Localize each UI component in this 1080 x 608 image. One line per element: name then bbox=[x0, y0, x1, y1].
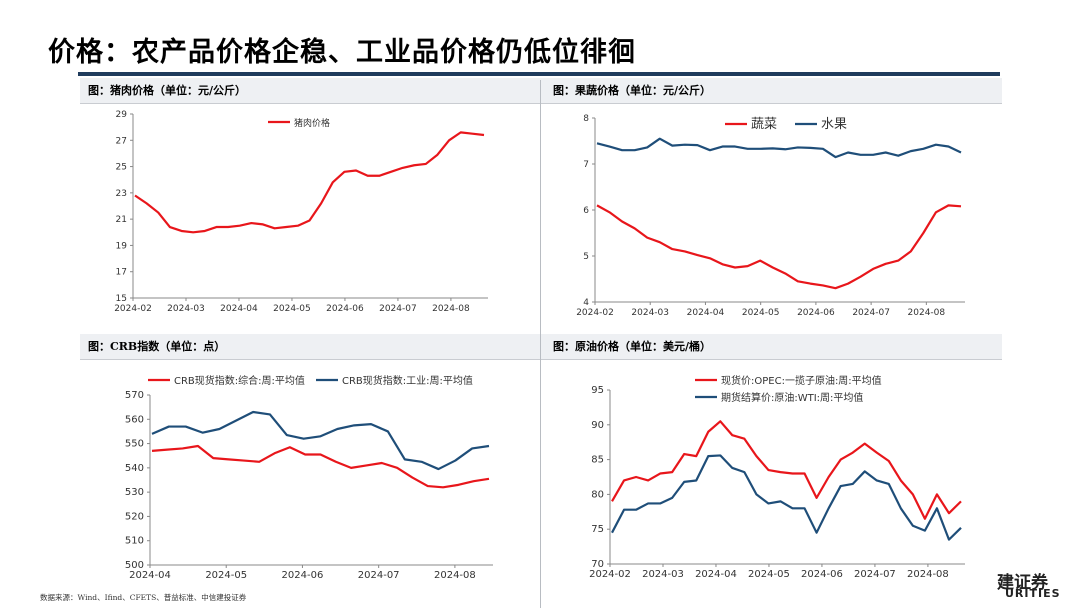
x-tick-label: 2024-06 bbox=[797, 308, 835, 318]
fruit-veg-price-chart: 4 5 6 7 8 2024-02 2024-03 2024-04 2024-05 2024-06… bbox=[555, 108, 975, 340]
legend-label: CRB现货指数:综合:周:平均值 bbox=[174, 374, 305, 387]
x-tick-label: 2024-06 bbox=[326, 304, 364, 314]
y-tick-label: 23 bbox=[116, 189, 127, 199]
legend-label: 水果 bbox=[821, 117, 847, 132]
legend-label: 蔬菜 bbox=[751, 117, 777, 132]
series-line-0 bbox=[151, 444, 490, 489]
fruit-veg-chart-header: 图：果蔬价格（单位：元/公斤） bbox=[553, 84, 712, 97]
crb-index-chart: 500 510 520 530 540 550 560 570 2024-04 2024-05 20… bbox=[88, 370, 508, 599]
y-tick-label: 520 bbox=[125, 511, 144, 522]
x-tick-label: 2024-05 bbox=[273, 304, 311, 314]
series-line-0 bbox=[596, 204, 962, 290]
x-tick-label: 2024-03 bbox=[642, 569, 684, 580]
chart-svg: 15 17 19 21 23 25 27 29 2024-02 2024-03 2024-04 202… bbox=[114, 110, 488, 314]
x-tick-label: 2024-07 bbox=[854, 569, 896, 580]
pork-price-chart: 15 17 19 21 23 25 27 29 2024-02 2024-03 2024-04 202… bbox=[88, 106, 498, 334]
series-line-0 bbox=[134, 131, 485, 234]
x-tick-label: 2024-04 bbox=[129, 570, 171, 581]
y-tick-label: 17 bbox=[116, 268, 127, 278]
x-tick-label: 2024-04 bbox=[695, 569, 737, 580]
y-tick-label: 15 bbox=[116, 294, 127, 304]
y-tick-label: 70 bbox=[591, 559, 604, 570]
x-tick-label: 2024-08 bbox=[907, 569, 949, 580]
y-tick-label: 6 bbox=[583, 206, 589, 216]
x-tick-label: 2024-05 bbox=[742, 308, 780, 318]
y-tick-label: 530 bbox=[125, 487, 144, 498]
x-tick-label: 2024-07 bbox=[852, 308, 890, 318]
legend-label: 现货价:OPEC:一揽子原油:周:平均值 bbox=[721, 374, 882, 387]
y-tick-label: 85 bbox=[591, 455, 604, 466]
x-tick-label: 2024-02 bbox=[576, 308, 614, 318]
y-tick-label: 75 bbox=[591, 524, 604, 535]
panel-divider bbox=[540, 80, 541, 608]
y-tick-label: 500 bbox=[125, 560, 144, 571]
y-tick-label: 4 bbox=[583, 298, 589, 308]
x-tick-label: 2024-02 bbox=[589, 569, 631, 580]
y-tick-label: 29 bbox=[116, 110, 128, 120]
x-tick-label: 2024-08 bbox=[432, 304, 470, 314]
crude-oil-price-chart: 70 75 80 85 90 95 2024-02 2024-03 2024-04 2024-05… bbox=[570, 370, 975, 598]
y-tick-label: 7 bbox=[583, 160, 589, 170]
y-tick-label: 510 bbox=[125, 536, 144, 547]
chart-svg: 4 5 6 7 8 2024-02 2024-03 2024-04 2024-05 2024-06… bbox=[576, 114, 965, 318]
chart-header-bg-top bbox=[80, 78, 1002, 104]
y-tick-label: 19 bbox=[116, 241, 128, 251]
crb-chart-header: 图：CRB指数（单位：点） bbox=[88, 340, 226, 353]
series-line-1 bbox=[151, 410, 490, 471]
page-title: 价格：农产品价格企稳、工业品价格仍低位徘徊 bbox=[48, 37, 636, 68]
chart-svg: 70 75 80 85 90 95 2024-02 2024-03 2024-04 2024-05… bbox=[589, 374, 965, 580]
x-tick-label: 2024-03 bbox=[631, 308, 669, 318]
series-line-1 bbox=[596, 137, 962, 159]
chart-svg: 500 510 520 530 540 550 560 570 2024-04 2024-05 20… bbox=[125, 374, 493, 581]
x-tick-label: 2024-04 bbox=[220, 304, 258, 314]
y-tick-label: 8 bbox=[583, 114, 589, 124]
brand-logo-subtext: URITIES bbox=[1005, 587, 1061, 600]
title-underline bbox=[78, 72, 1000, 76]
oil-chart-header: 图：原油价格（单位：美元/桶） bbox=[553, 340, 712, 353]
y-tick-label: 550 bbox=[125, 439, 144, 450]
chart-header-bg-bottom bbox=[80, 334, 1002, 360]
y-tick-label: 570 bbox=[125, 390, 144, 401]
legend-label: 猪肉价格 bbox=[294, 117, 330, 129]
y-tick-label: 90 bbox=[591, 420, 604, 431]
x-tick-label: 2024-06 bbox=[801, 569, 843, 580]
y-tick-label: 27 bbox=[116, 136, 127, 146]
y-tick-label: 5 bbox=[583, 252, 589, 262]
y-tick-label: 21 bbox=[116, 215, 127, 225]
x-tick-label: 2024-08 bbox=[908, 308, 946, 318]
y-tick-label: 540 bbox=[125, 463, 144, 474]
y-tick-label: 95 bbox=[591, 385, 604, 396]
x-tick-label: 2024-08 bbox=[434, 570, 476, 581]
data-source-note: 数据来源：Wind、Ifind、CFETS、普益标准、中信建投证券 bbox=[40, 593, 247, 602]
x-tick-label: 2024-05 bbox=[205, 570, 247, 581]
y-tick-label: 25 bbox=[116, 163, 127, 173]
brand-logo-text: 建证券 bbox=[997, 573, 1048, 593]
x-tick-label: 2024-07 bbox=[358, 570, 400, 581]
x-tick-label: 2024-02 bbox=[114, 304, 152, 314]
y-tick-label: 560 bbox=[125, 414, 144, 425]
series-line-0 bbox=[611, 420, 962, 520]
legend-label: 期货结算价:原油:WTI:周:平均值 bbox=[721, 391, 863, 404]
x-tick-label: 2024-04 bbox=[687, 308, 725, 318]
x-tick-label: 2024-06 bbox=[282, 570, 324, 581]
pork-chart-header: 图：猪肉价格（单位：元/公斤） bbox=[88, 84, 247, 97]
x-tick-label: 2024-03 bbox=[167, 304, 205, 314]
y-tick-label: 80 bbox=[591, 489, 604, 500]
x-tick-label: 2024-05 bbox=[748, 569, 790, 580]
series-line-1 bbox=[611, 454, 962, 541]
x-tick-label: 2024-07 bbox=[379, 304, 417, 314]
legend-label: CRB现货指数:工业:周:平均值 bbox=[342, 374, 473, 387]
